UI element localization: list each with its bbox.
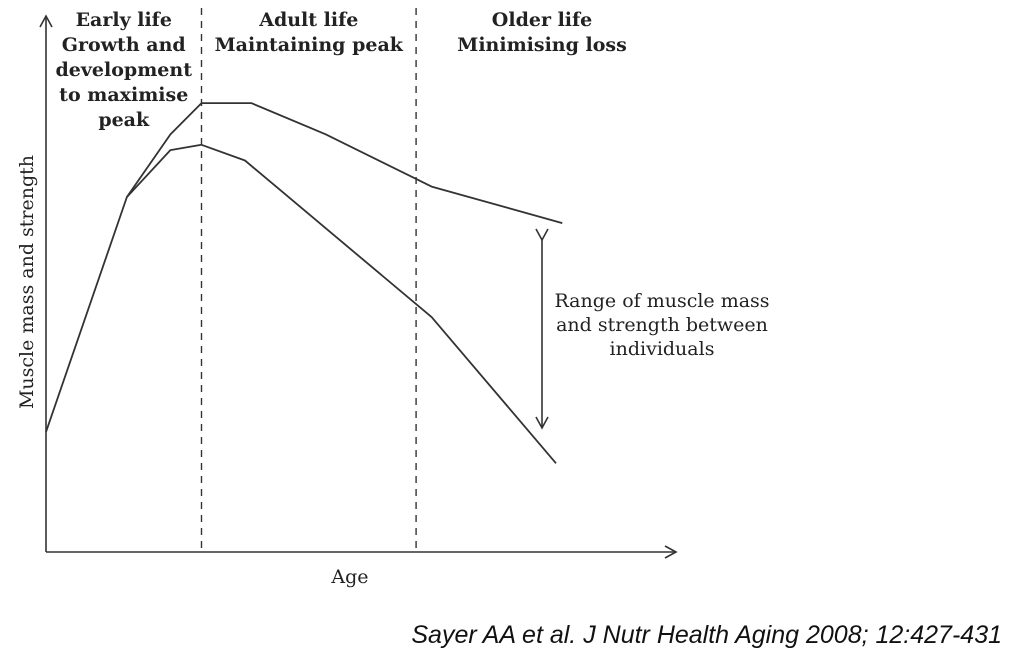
series-lower-line xyxy=(126,143,557,464)
x-axis-label: Age xyxy=(330,566,368,588)
phase-early-life-label: Early life Growth and development to maximi… xyxy=(56,9,193,131)
phase-adult-life-label: Adult life Maintaining peak xyxy=(215,9,404,56)
series-upper-line xyxy=(45,102,563,433)
citation: Sayer AA et al. J Nutr Health Aging 2008… xyxy=(411,621,1002,649)
y-axis-label: Muscle mass and strength xyxy=(16,155,38,409)
phase-older-life-label: Older life Minimising loss xyxy=(457,9,627,56)
range-annotation: Range of muscle mass and strength between… xyxy=(554,290,769,360)
